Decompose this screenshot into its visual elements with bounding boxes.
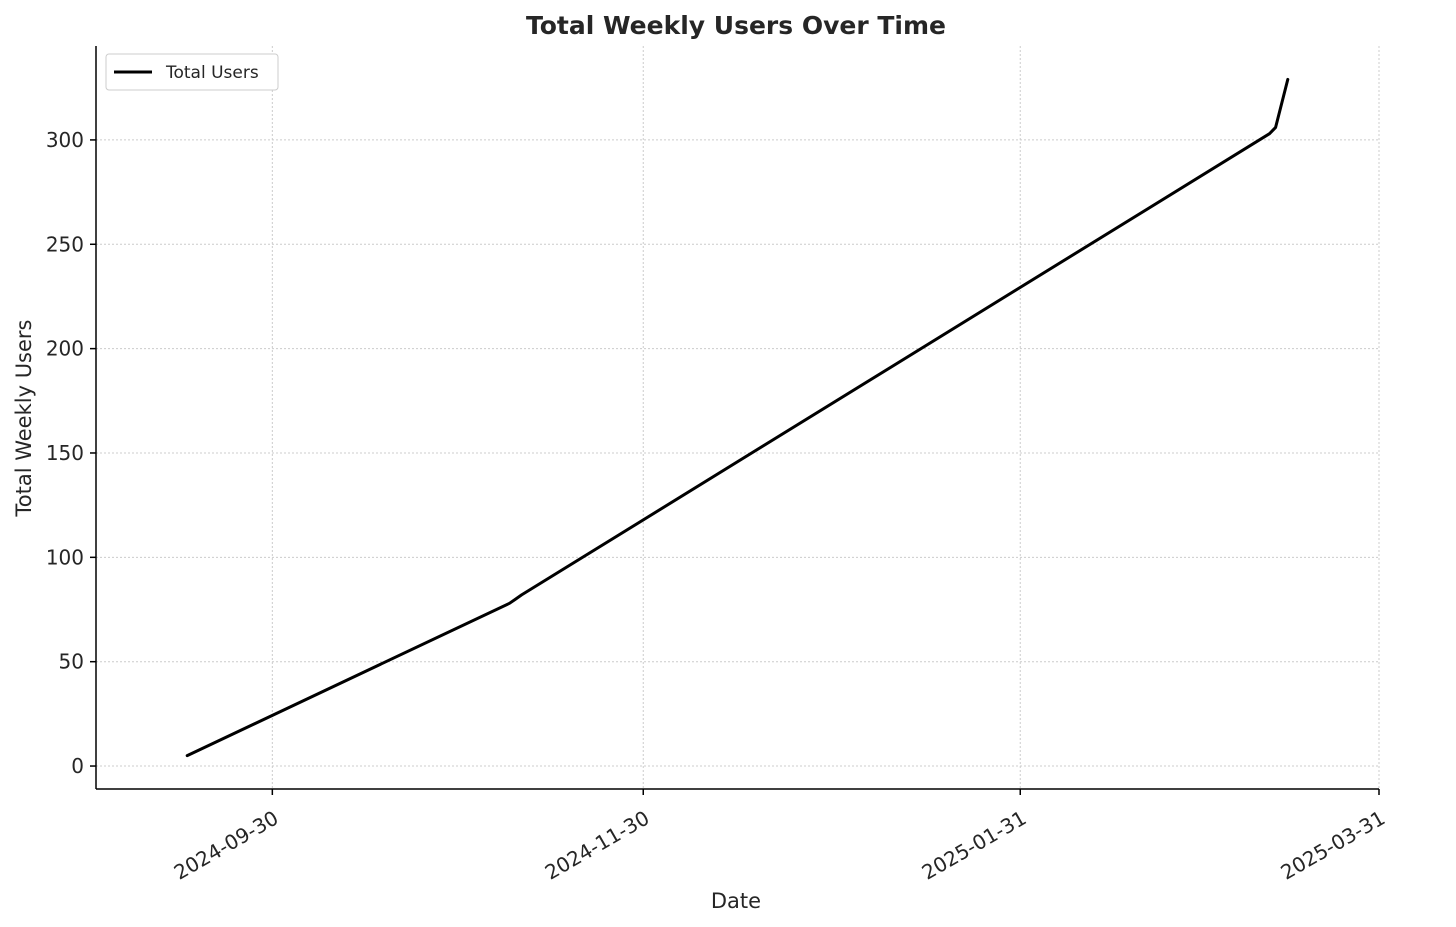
x-tick-label: 2025-01-31: [918, 806, 1031, 885]
y-tick-label: 50: [59, 650, 84, 674]
y-tick-label: 0: [71, 754, 84, 778]
legend-label: Total Users: [165, 63, 259, 83]
x-tick-label: 2024-11-30: [541, 806, 654, 885]
y-tick-label: 150: [46, 441, 84, 465]
series: [185, 77, 1290, 758]
y-tick-label: 200: [46, 337, 84, 361]
y-tick-label: 100: [46, 545, 84, 569]
x-axis-label: Date: [711, 889, 761, 913]
y-tick-label: 250: [46, 232, 84, 256]
ticks: 0 50 100 150 200 250 300 2024-09-30 2024-11-30 20…: [46, 128, 1389, 885]
y-axis-label: Total Weekly Users: [12, 320, 36, 518]
legend-box: [105, 53, 279, 91]
series-line: [185, 77, 1290, 758]
x-tick-label: 2025-03-31: [1276, 806, 1389, 885]
legend: Total Users: [105, 53, 279, 91]
grid: [96, 46, 1380, 789]
chart-title: Total Weekly Users Over Time: [526, 11, 946, 40]
x-tick-label: 2024-09-30: [170, 806, 283, 885]
y-tick-label: 300: [46, 128, 84, 152]
